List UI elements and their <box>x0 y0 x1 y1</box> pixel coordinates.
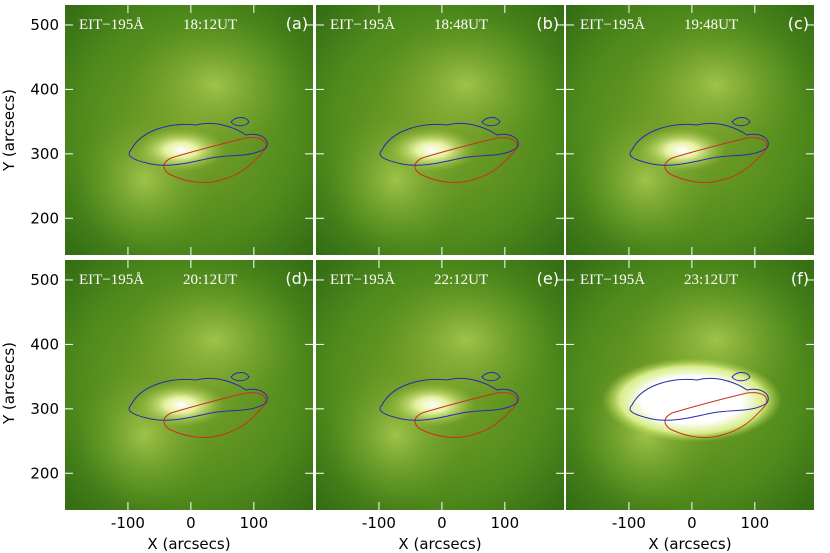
panel-label: (e) <box>537 269 559 288</box>
x-tick-label: 100 <box>491 514 520 532</box>
blue-contour <box>163 137 267 183</box>
panel-label: (d) <box>285 269 308 288</box>
x-tick-label: 0 <box>687 514 697 532</box>
active-region <box>136 383 226 427</box>
panel-time: 20:12UT <box>183 272 237 288</box>
loop-glow <box>125 270 305 410</box>
loop-glow <box>376 15 556 155</box>
y-tick-label: 300 <box>30 400 59 418</box>
x-tick-label: 100 <box>741 514 770 532</box>
red-contour <box>379 117 519 166</box>
red-contour <box>629 372 769 421</box>
panel-label: (f) <box>791 269 809 288</box>
active-region <box>387 383 477 427</box>
panel-time: 18:12UT <box>183 17 237 33</box>
x-axis-label: X (arcsecs) <box>648 535 731 553</box>
flare-brightening <box>602 358 782 442</box>
y-axis-label: Y (arcsecs) <box>0 89 18 172</box>
red-contour <box>128 117 268 166</box>
panel-time: 22:12UT <box>434 272 488 288</box>
blue-contour <box>414 137 518 183</box>
panel-label: (a) <box>286 14 308 33</box>
x-axis-label: X (arcsecs) <box>147 535 230 553</box>
y-tick-label: 200 <box>30 464 59 482</box>
panel-time: 23:12UT <box>684 272 738 288</box>
panel-time: 19:48UT <box>684 17 738 33</box>
panel-instrument: EIT−195Å <box>79 272 144 288</box>
x-axis-label: X (arcsecs) <box>398 535 481 553</box>
loop-glow <box>376 270 556 410</box>
blue-contour <box>414 392 518 438</box>
x-tick-label: 100 <box>240 514 269 532</box>
panel-instrument: EIT−195Å <box>330 272 395 288</box>
loop-glow <box>626 15 806 155</box>
active-region <box>387 128 477 172</box>
panel: EIT−195Å 22:12UT (e) <box>316 260 564 510</box>
y-tick-label: 500 <box>30 271 59 289</box>
x-tick-label: 0 <box>437 514 447 532</box>
loop-glow <box>125 15 305 155</box>
red-contour <box>128 372 268 421</box>
panel-instrument: EIT−195Å <box>580 17 645 33</box>
panel-label: (c) <box>788 14 809 33</box>
panel: EIT−195Å 18:12UT (a) <box>65 5 313 255</box>
panel: EIT−195Å 20:12UT (d) <box>65 260 313 510</box>
x-tick-label: 0 <box>186 514 196 532</box>
blue-contour <box>163 392 267 438</box>
panel-label: (b) <box>536 14 559 33</box>
blue-contour <box>664 392 768 438</box>
x-tick-label: -100 <box>362 514 396 532</box>
panel-instrument: EIT−195Å <box>330 17 395 33</box>
panel-time: 18:48UT <box>434 17 488 33</box>
red-contour <box>379 372 519 421</box>
panel: EIT−195Å 18:48UT (b) <box>316 5 564 255</box>
y-tick-label: 300 <box>30 145 59 163</box>
x-tick-label: -100 <box>111 514 145 532</box>
panel: EIT−195Å 23:12UT (f) <box>566 260 814 510</box>
y-tick-label: 400 <box>30 335 59 353</box>
x-tick-label: -100 <box>612 514 646 532</box>
panel-instrument: EIT−195Å <box>79 17 144 33</box>
red-contour <box>629 117 769 166</box>
active-region <box>136 128 226 172</box>
y-tick-label: 500 <box>30 16 59 34</box>
panel: EIT−195Å 19:48UT (c) <box>566 5 814 255</box>
panel-instrument: EIT−195Å <box>580 272 645 288</box>
y-axis-label: Y (arcsecs) <box>0 342 18 425</box>
y-tick-label: 400 <box>30 80 59 98</box>
active-region <box>637 128 727 172</box>
blue-contour <box>664 137 768 183</box>
y-tick-label: 200 <box>30 209 59 227</box>
